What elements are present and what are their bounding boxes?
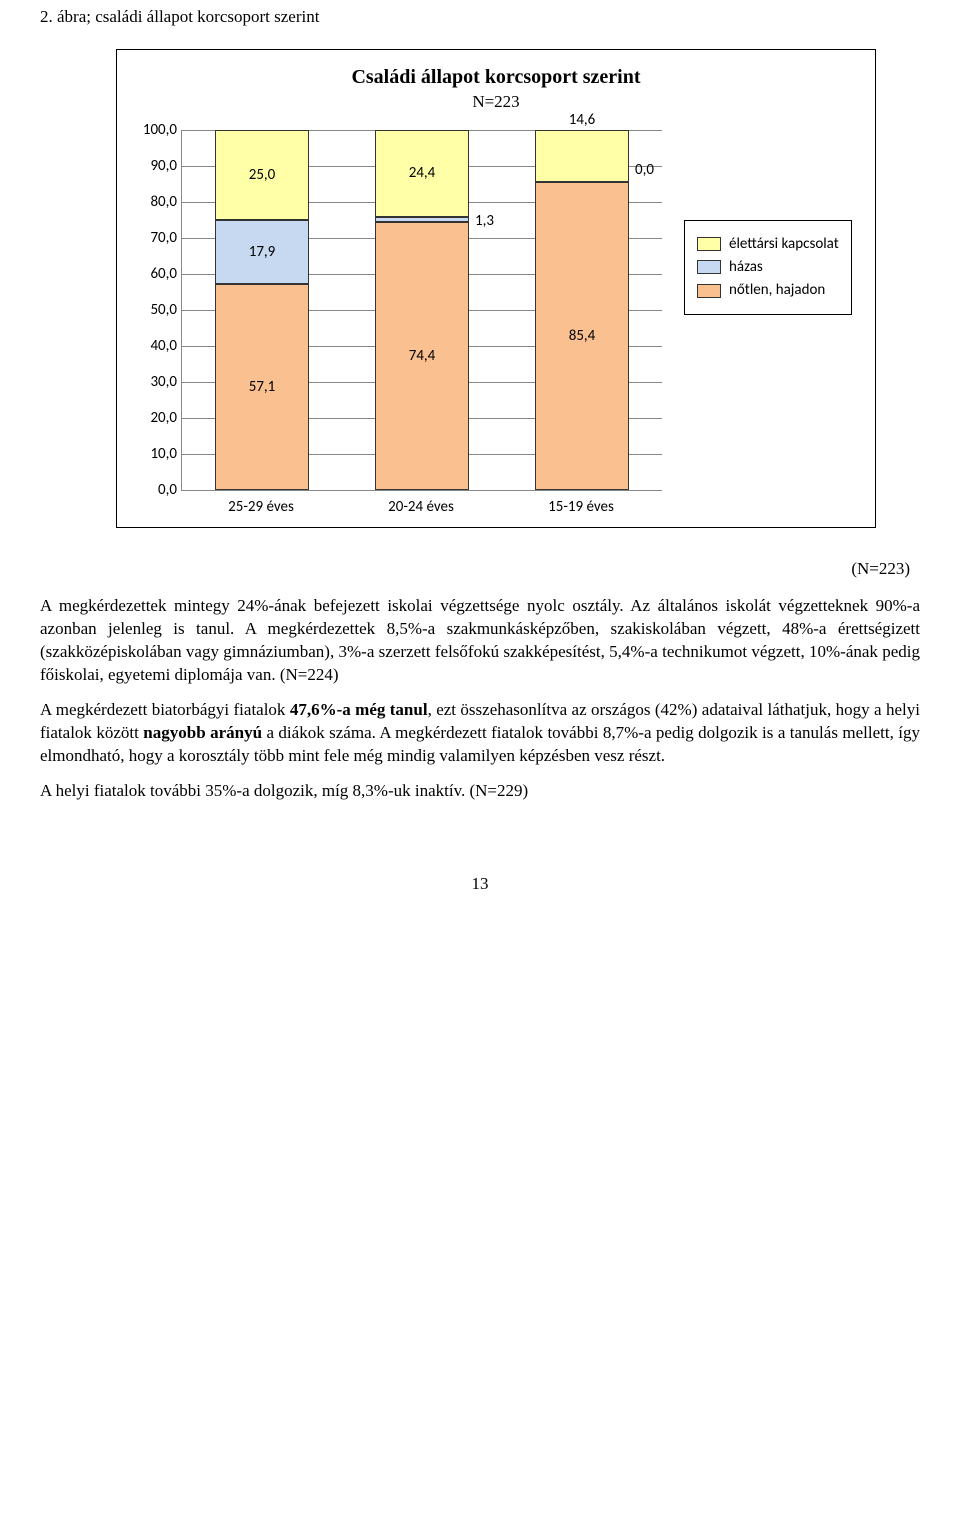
page-number: 13 — [40, 873, 920, 896]
y-tick-label: 70,0 — [150, 228, 177, 248]
bar: 25,017,957,1 — [215, 130, 309, 490]
bar-segment: 57,1 — [215, 284, 309, 490]
legend-label: házas — [729, 257, 763, 277]
legend-item: házas — [697, 257, 839, 277]
legend-swatch — [697, 237, 721, 251]
paragraph-2: A megkérdezett biatorbágyi fiatalok 47,6… — [40, 699, 920, 768]
y-tick-label: 0,0 — [158, 480, 177, 500]
y-tick-label: 10,0 — [150, 444, 177, 464]
y-tick-label: 40,0 — [150, 336, 177, 356]
x-axis: 25-29 éves 20-24 éves 15-19 éves — [181, 497, 661, 517]
legend-swatch — [697, 260, 721, 274]
legend-label: nőtlen, hajadon — [729, 280, 825, 300]
bold-run: tanul — [390, 700, 428, 719]
legend-item: nőtlen, hajadon — [697, 280, 839, 300]
chart-subtitle: N=223 — [131, 91, 861, 114]
y-tick-label: 20,0 — [150, 408, 177, 428]
y-tick-label: 60,0 — [150, 264, 177, 284]
legend-swatch — [697, 284, 721, 298]
bold-run: nagyobb arányú — [143, 723, 262, 742]
paragraph-1: A megkérdezettek mintegy 24%-ának befeje… — [40, 595, 920, 687]
chart-container: Családi állapot korcsoport szerint N=223… — [116, 49, 876, 528]
y-tick-label: 80,0 — [150, 192, 177, 212]
bar-segment: 25,0 — [215, 130, 309, 220]
bar-segment: 24,4 — [375, 130, 469, 218]
legend-item: élettársi kapcsolat — [697, 234, 839, 254]
y-tick-label: 30,0 — [150, 372, 177, 392]
n-annotation: (N=223) — [40, 558, 910, 581]
legend: élettársi kapcsolat házas nőtlen, hajadon — [684, 220, 852, 315]
paragraph-3: A helyi fiatalok további 35%-a dolgozik,… — [40, 780, 920, 803]
bar: 85,40,014,6 — [535, 130, 629, 490]
x-tick-label: 15-19 éves — [534, 497, 628, 517]
bar-segment — [535, 130, 629, 183]
chart-title: Családi állapot korcsoport szerint — [131, 64, 861, 91]
bar-segment: 74,4 — [375, 222, 469, 490]
bar: 24,474,41,3 — [375, 130, 469, 490]
text-run: A megkérdezett biatorbágyi fiatalok — [40, 700, 290, 719]
x-tick-label: 20-24 éves — [374, 497, 468, 517]
y-tick-label: 90,0 — [150, 156, 177, 176]
x-tick-label: 25-29 éves — [214, 497, 308, 517]
figure-caption: 2. ábra; családi állapot korcsoport szer… — [40, 6, 920, 29]
y-tick-label: 100,0 — [143, 120, 177, 140]
legend-label: élettársi kapcsolat — [729, 234, 839, 254]
y-axis: 100,090,080,070,060,050,040,030,020,010,… — [131, 130, 181, 490]
bar-segment: 85,4 — [535, 182, 629, 489]
y-tick-label: 50,0 — [150, 300, 177, 320]
bar-segment: 17,9 — [215, 220, 309, 284]
plot-area: 25,017,957,1 24,474,41,3 85,40,014,6 — [181, 130, 662, 491]
bold-run: 47,6%-a még — [290, 700, 390, 719]
